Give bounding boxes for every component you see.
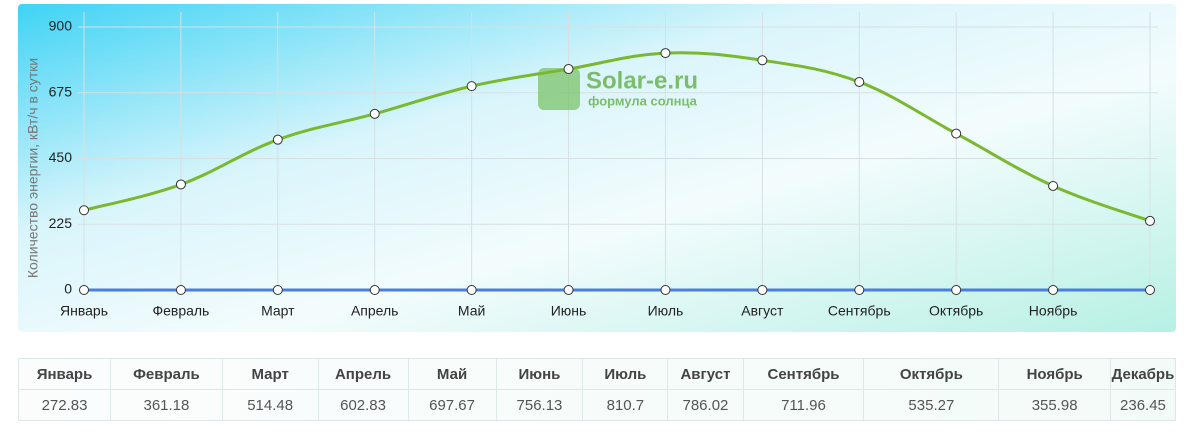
point <box>854 285 865 295</box>
table-cell: 810.7 <box>582 389 669 421</box>
watermark-icon <box>538 68 580 110</box>
point <box>369 108 380 119</box>
table-header-cell: Февраль <box>110 358 223 390</box>
table-header-cell: Март <box>221 358 319 390</box>
y-tick-label: 225 <box>49 215 73 231</box>
table-cell: 711.96 <box>742 389 865 421</box>
table-header-cell: Июнь <box>495 358 584 390</box>
point <box>563 64 574 75</box>
x-tick-label: Июнь <box>551 303 587 319</box>
point <box>79 205 89 216</box>
point <box>369 285 380 295</box>
line <box>83 51 1151 223</box>
point <box>563 285 574 295</box>
point <box>175 179 186 190</box>
table-cell: 602.83 <box>317 389 409 421</box>
table-header-cell: Август <box>667 358 744 390</box>
point <box>660 285 671 295</box>
x-tick-label: Октябрь <box>929 303 983 319</box>
table-header-cell: Октябрь <box>863 358 1000 390</box>
data-table: Январь Февраль Март Апрель Май Июнь Июль Август… <box>17 358 1177 421</box>
point <box>660 48 671 59</box>
point <box>951 128 962 139</box>
point <box>175 285 186 295</box>
x-tick-label: Март <box>261 303 295 319</box>
table-cell: 786.02 <box>667 389 744 421</box>
table-cell: 236.45 <box>1109 389 1177 421</box>
point <box>272 285 283 295</box>
x-tick-label: Январь <box>60 303 108 319</box>
x-tick-label: Апрель <box>351 303 399 319</box>
table-row: 272.83 361.18 514.48 602.83 697.67 756.13 810.… <box>17 389 1177 421</box>
point <box>466 81 477 92</box>
x-tick-label: Июль <box>648 303 684 319</box>
watermark-title: Solar-e.ru <box>586 67 698 94</box>
table-cell: 272.83 <box>17 389 112 421</box>
point <box>1145 215 1155 226</box>
table-cell: 756.13 <box>495 389 584 421</box>
x-tick-label: Февраль <box>152 303 209 319</box>
table-header-cell: Январь <box>17 358 112 390</box>
y-tick-label: 450 <box>49 149 73 165</box>
point <box>757 285 768 295</box>
table-header-cell: Июль <box>582 358 669 390</box>
table-header-cell: Декабрь <box>1109 358 1177 390</box>
chart: Количество энергии, кВт/ч в сутки 0 225 45… <box>18 4 1176 332</box>
table-cell: 361.18 <box>110 389 223 421</box>
x-tick-label: Ноябрь <box>1029 303 1078 319</box>
point <box>951 285 962 295</box>
point <box>1048 180 1059 191</box>
point <box>854 76 865 87</box>
x-tick-label: Май <box>458 303 485 319</box>
table-header-cell: Сентябрь <box>742 358 865 390</box>
y-tick-label: 900 <box>49 18 73 34</box>
table-cell: 514.48 <box>221 389 319 421</box>
x-tick-label: Сентябрь <box>828 303 891 319</box>
point <box>1048 285 1059 295</box>
watermark: Solar-e.ru формула солнца <box>538 67 698 110</box>
x-tick-label: Август <box>741 303 784 319</box>
table-cell: 355.98 <box>998 389 1111 421</box>
table-cell: 535.27 <box>863 389 1000 421</box>
point <box>757 55 768 66</box>
point <box>1145 285 1155 295</box>
table-header-cell: Май <box>407 358 497 390</box>
y-tick-label: 675 <box>49 83 73 99</box>
chart-background <box>18 4 1176 332</box>
table-header-cell: Апрель <box>317 358 409 390</box>
y-tick-label: 0 <box>64 281 72 297</box>
table-header-cell: Ноябрь <box>998 358 1111 390</box>
watermark-subtitle: формула солнца <box>588 93 698 108</box>
point <box>272 134 283 145</box>
y-axis-label: Количество энергии, кВт/ч в сутки <box>25 58 41 278</box>
point <box>466 285 477 295</box>
point <box>79 285 89 295</box>
table-cell: 697.67 <box>407 389 497 421</box>
